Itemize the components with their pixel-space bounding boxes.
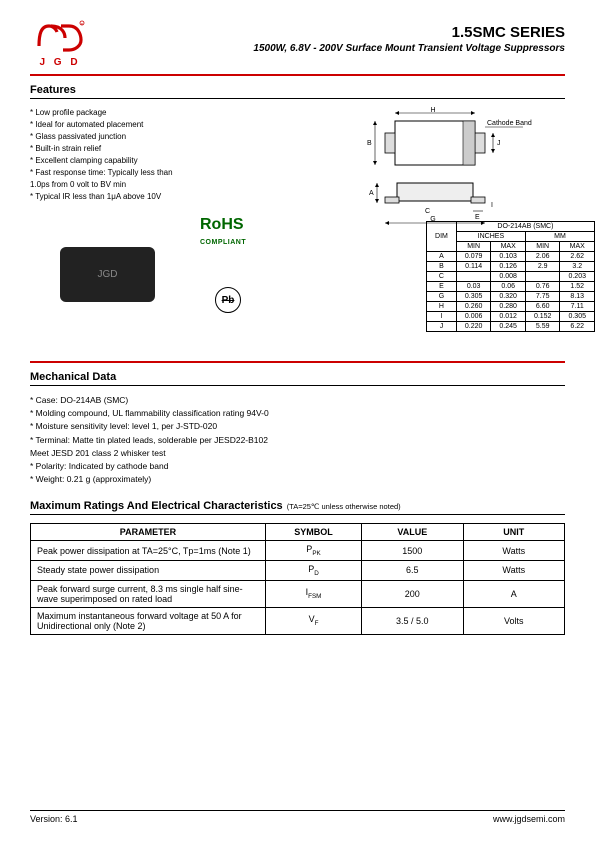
svg-text:B: B — [367, 140, 372, 147]
svg-text:A: A — [369, 190, 374, 197]
mechanical-heading: Mechanical Data — [30, 371, 565, 383]
dim-inches: INCHES — [456, 232, 525, 242]
table-row: Steady state power dissipation PD 6.5 Wa… — [31, 561, 565, 581]
dim-mm: MM — [525, 232, 594, 242]
logo-text: J G D — [30, 57, 90, 68]
table-row: J0.2200.2455.596.22 — [427, 322, 595, 332]
rohs-badge: RoHS COMPLIANT — [200, 217, 246, 247]
features-list: * Low profile package * Ideal for automa… — [30, 107, 250, 203]
rohs-line1: RoHS — [200, 216, 244, 233]
ratings-th-symbol: SYMBOL — [265, 524, 361, 541]
title-block: 1.5SMC SERIES 1500W, 6.8V - 200V Surface… — [90, 20, 565, 54]
features-heading: Features — [30, 84, 565, 96]
page-subtitle: 1500W, 6.8V - 200V Surface Mount Transie… — [90, 43, 565, 54]
mechanical-list: * Case: DO-214AB (SMC) * Molding compoun… — [30, 394, 565, 486]
page-title: 1.5SMC SERIES — [90, 24, 565, 41]
feature-item: * Glass passivated junction — [30, 131, 250, 143]
mech-item: * Terminal: Matte tin plated leads, sold… — [30, 434, 565, 447]
header-divider — [30, 74, 565, 76]
rohs-line2: COMPLIANT — [200, 239, 246, 246]
version-label: Version: 6.1 — [30, 814, 78, 824]
dim-header-top: DO-214AB (SMC) — [456, 222, 594, 232]
table-row: I0.0060.0120.1520.305 — [427, 312, 595, 322]
svg-text:J: J — [497, 140, 501, 147]
ratings-condition-note: (TA=25℃ unless otherwise noted) — [287, 502, 401, 511]
feature-item: * Typical IR less than 1μA above 10V — [30, 191, 250, 203]
dimensions-table: DIM DO-214AB (SMC) INCHES MM MINMAX MINM… — [426, 221, 595, 332]
mech-item: Meet JESD 201 class 2 whisker test — [30, 447, 565, 460]
table-row: B0.1140.1262.93.2 — [427, 262, 595, 272]
feature-item: 1.0ps from 0 volt to BV min — [30, 179, 250, 191]
ratings-th-unit: UNIT — [463, 524, 564, 541]
footer-url: www.jgdsemi.com — [493, 814, 565, 824]
ratings-divider — [30, 514, 565, 515]
table-row: Peak forward surge current, 8.3 ms singl… — [31, 580, 565, 607]
logo-block: R J G D — [30, 20, 90, 68]
footer: Version: 6.1 www.jgdsemi.com — [30, 810, 565, 824]
mech-item: * Case: DO-214AB (SMC) — [30, 394, 565, 407]
mech-item: * Weight: 0.21 g (approximately) — [30, 473, 565, 486]
table-row: C0.0080.203 — [427, 272, 595, 282]
ratings-table: PARAMETER SYMBOL VALUE UNIT Peak power d… — [30, 523, 565, 635]
svg-text:H: H — [430, 107, 435, 114]
table-row: Maximum instantaneous forward voltage at… — [31, 607, 565, 634]
table-row: H0.2600.2806.607.11 — [427, 302, 595, 312]
table-row: A0.0790.1032.062.62 — [427, 252, 595, 262]
pb-free-icon: Pb — [215, 287, 241, 313]
mid-divider — [30, 361, 565, 363]
component-photo: JGD — [60, 247, 155, 302]
mech-item: * Molding compound, UL flammability clas… — [30, 407, 565, 420]
feature-item: * Fast response time: Typically less tha… — [30, 167, 250, 179]
table-row: E0.030.060.761.52 — [427, 282, 595, 292]
table-row: Peak power dissipation at TA=25°C, Tp=1m… — [31, 541, 565, 561]
features-divider — [30, 98, 565, 99]
table-row: G0.3050.3207.758.13 — [427, 292, 595, 302]
dim-label: DIM — [427, 222, 457, 252]
feature-item: * Ideal for automated placement — [30, 119, 250, 131]
mech-item: * Moisture sensitivity level: level 1, p… — [30, 420, 565, 433]
ratings-th-value: VALUE — [362, 524, 463, 541]
cathode-band-label: Cathode Band — [487, 120, 532, 127]
ratings-heading: Maximum Ratings And Electrical Character… — [30, 500, 283, 512]
mechanical-divider — [30, 385, 565, 386]
feature-item: * Built-in strain relief — [30, 143, 250, 155]
feature-item: * Excellent clamping capability — [30, 155, 250, 167]
mech-item: * Polarity: Indicated by cathode band — [30, 460, 565, 473]
feature-item: * Low profile package — [30, 107, 250, 119]
header: R J G D 1.5SMC SERIES 1500W, 6.8V - 200V… — [30, 20, 565, 68]
chip-marking: JGD — [98, 269, 118, 280]
brand-logo-icon: R — [35, 20, 85, 54]
ratings-th-param: PARAMETER — [31, 524, 266, 541]
